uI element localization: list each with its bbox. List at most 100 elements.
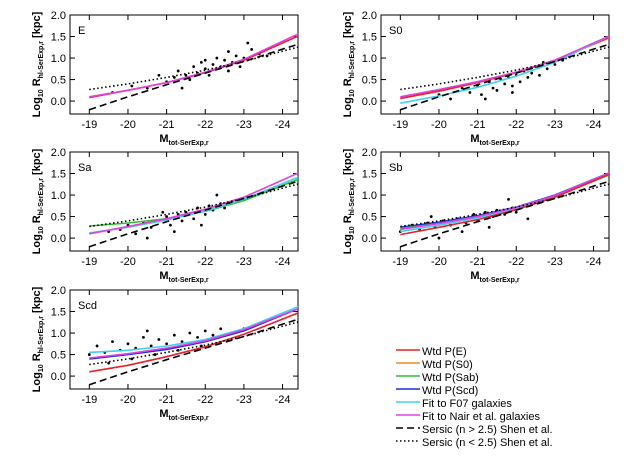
fit-line	[400, 37, 609, 99]
data-point	[483, 97, 487, 101]
data-point	[472, 213, 476, 216]
panel: -19 -20 -21 -22 -23 -24 0.0 0.5 1.0 1.5 2.0 Mtot-Se…	[31, 10, 299, 147]
y-axis-label-part: Log	[31, 234, 43, 254]
fit-line	[89, 321, 298, 366]
x-tick-label: -20	[431, 256, 447, 268]
fit-line	[89, 318, 298, 386]
x-axis-label-part: tot-SerExp,r	[480, 140, 520, 147]
panel-label: E	[78, 25, 85, 37]
y-tick-label: 2.0	[51, 147, 66, 159]
y-axis-label-part: R	[31, 353, 43, 364]
fit-line	[400, 43, 609, 111]
y-tick-label: 0.5	[51, 350, 66, 362]
data-point	[188, 78, 192, 81]
x-axis-label: Mtot-SerExp,r	[159, 133, 209, 147]
fit-line	[89, 307, 298, 359]
fit-line	[89, 307, 298, 360]
data-point	[449, 97, 452, 101]
data-point	[518, 80, 522, 84]
data-point	[107, 361, 111, 365]
y-tick-label: 2.0	[362, 147, 377, 159]
x-tick-label: -21	[470, 119, 486, 131]
panel: -19 -20 -21 -22 -23 -24 0.0 0.5 1.0 1.5 2.0 Mtot-Se…	[31, 147, 299, 284]
data-point	[153, 353, 157, 356]
x-tick-label: -22	[197, 394, 213, 406]
data-point	[460, 230, 464, 234]
data-point	[223, 58, 226, 62]
data-point	[203, 329, 207, 333]
x-tick-label: -22	[197, 256, 213, 268]
x-tick-label: -21	[159, 256, 175, 268]
data-point	[149, 344, 153, 348]
points	[400, 35, 609, 111]
data-point	[526, 217, 530, 221]
data-point	[199, 60, 203, 64]
plot-frame	[380, 14, 610, 115]
y-axis-label-part: hl-SerExp,r	[38, 41, 45, 79]
data-point	[180, 219, 184, 223]
fit-line	[400, 174, 609, 230]
x-tick-label: -20	[431, 119, 447, 131]
y-tick-label: 2.0	[51, 10, 66, 22]
fit-line	[89, 43, 298, 111]
y-axis-label: Log10 Rhl-SerExp,r [kpc]	[342, 11, 356, 117]
plot-frame	[69, 151, 299, 252]
data-point	[487, 225, 491, 229]
x-axis-label-part: tot-SerExp,r	[169, 277, 209, 284]
x-tick-label: -20	[120, 394, 136, 406]
data-point	[234, 54, 238, 58]
legend-label: Wtd P(S0)	[422, 359, 473, 371]
y-axis-label-part: [kpc]	[31, 286, 43, 316]
data-point	[134, 232, 138, 236]
y-tick-label: 0.0	[51, 371, 66, 383]
y-axis-label-part: 10	[38, 89, 45, 97]
y-axis-label-part: [kpc]	[342, 148, 354, 178]
x-tick-label: -21	[159, 119, 175, 131]
legend-label: Fit to F07 galaxies	[422, 398, 512, 410]
data-point	[130, 357, 134, 361]
points	[398, 172, 609, 248]
data-point	[514, 210, 518, 214]
x-axis-label-part: tot-SerExp,r	[169, 140, 209, 147]
plot-frame	[69, 14, 299, 115]
data-point	[145, 236, 149, 240]
y-tick-label: 2.0	[362, 10, 377, 22]
data-point	[196, 335, 199, 339]
fit-line	[89, 35, 298, 99]
panel: -19 -20 -21 -22 -23 -24 0.0 0.5 1.0 1.5 2.0 Mtot-Se…	[342, 147, 610, 284]
points	[89, 33, 298, 111]
data-point	[538, 73, 541, 77]
data-point	[238, 65, 242, 69]
y-tick-label: 1.5	[51, 32, 66, 44]
x-axis-label: Mtot-SerExp,r	[470, 270, 520, 284]
y-tick-label: 0.0	[362, 96, 377, 108]
y-tick-label: 0.5	[362, 75, 377, 87]
points	[89, 172, 298, 248]
fit-line	[400, 35, 609, 98]
data-point	[227, 50, 230, 53]
y-tick-label: 2.0	[51, 285, 66, 297]
fit-line	[89, 180, 298, 248]
y-axis-label-part: 10	[349, 89, 356, 97]
y-axis-label-part: R	[31, 78, 43, 89]
y-axis-label-part: 10	[38, 226, 45, 234]
data-point	[161, 210, 165, 214]
y-axis-label-part: Log	[342, 97, 354, 117]
x-axis-label-part: M	[470, 133, 479, 145]
legend-label: Fit to Nair et al. galaxies	[422, 411, 540, 423]
data-point	[211, 63, 215, 66]
data-point	[491, 86, 495, 90]
x-axis-label-part: M	[159, 408, 168, 420]
fit-line	[400, 172, 609, 229]
legend-label: Wtd P(E)	[422, 346, 467, 358]
data-point	[192, 217, 196, 221]
legend-label: Wtd P(Scd)	[422, 385, 478, 397]
data-point	[495, 88, 499, 92]
x-tick-label: -22	[197, 119, 213, 131]
x-tick-label: -22	[508, 119, 524, 131]
fit-line	[89, 183, 298, 228]
x-axis-label-part: M	[159, 133, 168, 145]
x-axis-label-part: M	[470, 270, 479, 282]
x-axis-label: Mtot-SerExp,r	[470, 133, 520, 147]
y-tick-label: 0.5	[51, 75, 66, 87]
